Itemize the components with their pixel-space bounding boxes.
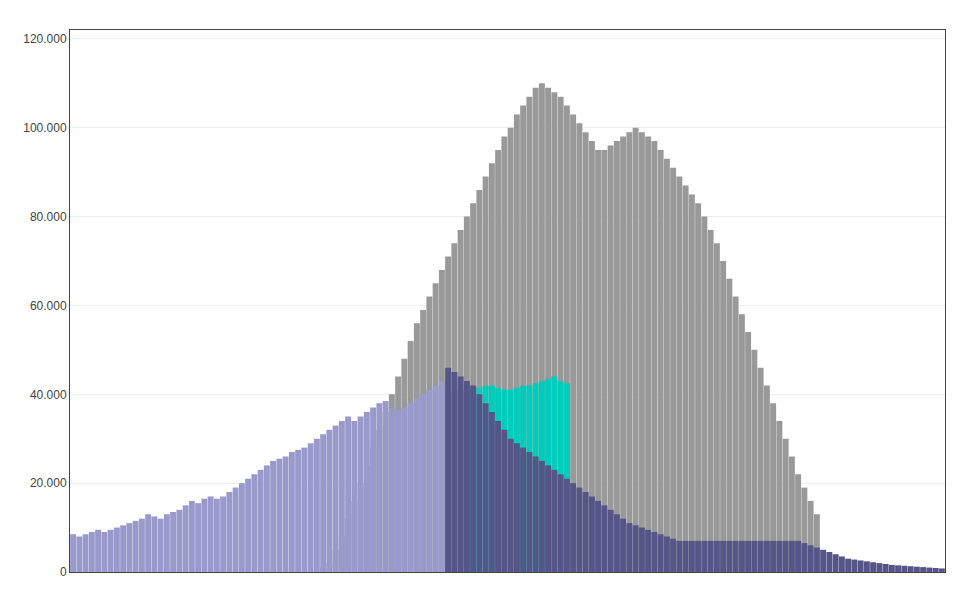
svg-text:100.000: 100.000 (23, 121, 67, 135)
svg-text:0: 0 (60, 565, 67, 579)
svg-text:120.000: 120.000 (23, 32, 67, 46)
svg-text:40.000: 40.000 (30, 388, 67, 402)
svg-text:60.000: 60.000 (30, 299, 67, 313)
svg-text:80.000: 80.000 (30, 210, 67, 224)
svg-text:20.000: 20.000 (30, 476, 67, 490)
